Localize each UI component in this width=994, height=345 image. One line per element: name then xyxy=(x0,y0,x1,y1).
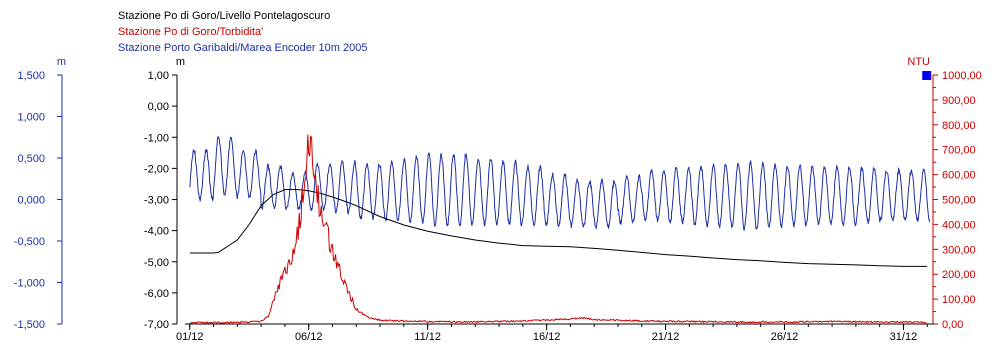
tick-label: 21/12 xyxy=(652,331,680,343)
axis-unit: m xyxy=(176,56,185,68)
tick-label: 400,00 xyxy=(942,219,976,231)
tick-label: 800,00 xyxy=(942,120,976,132)
tick-label: 16/12 xyxy=(533,331,561,343)
tick-label: 01/12 xyxy=(176,331,204,343)
tick-label: -0,500 xyxy=(14,236,45,248)
tick-label: 200,00 xyxy=(942,269,976,281)
tick-label: 500,00 xyxy=(942,195,976,207)
tick-label: 1,500 xyxy=(17,70,45,82)
legend: Stazione Po di Goro/Livello Pontelagoscu… xyxy=(118,8,367,56)
legend-item-torbidita: Stazione Po di Goro/Torbidita' xyxy=(118,26,264,38)
tick-label: -7,00 xyxy=(144,319,169,331)
legend-item-livello: Stazione Po di Goro/Livello Pontelagoscu… xyxy=(118,10,331,22)
legend-item-marea: Stazione Porto Garibaldi/Marea Encoder 1… xyxy=(118,42,368,54)
tick-label: 1,000 xyxy=(17,112,45,124)
tick-label: 900,00 xyxy=(942,95,976,107)
tick-label: 100,00 xyxy=(942,294,976,306)
series-torbidita-line xyxy=(189,134,927,325)
tick-label: 1000,00 xyxy=(942,70,982,82)
tick-label: -3,00 xyxy=(144,195,169,207)
x-axis: 01/12 06/12 11/12 16/12 21/12 26/12 31/12 xyxy=(176,323,933,343)
tick-label: -1,00 xyxy=(144,132,169,144)
tick-label: -1,000 xyxy=(14,278,45,290)
tick-label: 600,00 xyxy=(942,170,976,182)
tick-label: 06/12 xyxy=(295,331,323,343)
tick-label: -2,00 xyxy=(144,163,169,175)
tick-label: 26/12 xyxy=(771,331,799,343)
end-marker xyxy=(922,71,932,80)
tick-label: 300,00 xyxy=(942,244,976,256)
left-black-axis: m 1,00 0,00 -1,00 -2,00 -3,00 -4,00 -5,00 -6,00 -… xyxy=(144,56,185,331)
tick-label: -4,00 xyxy=(144,226,169,238)
axis-unit: NTU xyxy=(907,56,930,68)
series-livello-line xyxy=(189,189,928,267)
tick-label: 1,00 xyxy=(148,70,169,82)
series-marea-line xyxy=(189,135,931,231)
tick-label: 31/12 xyxy=(890,331,918,343)
tick-label: 0,00 xyxy=(942,319,963,331)
left-blue-axis: m 1,500 1,000 0,500 0,000 -0,500 -1,000 -1,500 xyxy=(14,56,66,331)
tick-label: 0,000 xyxy=(17,195,45,207)
tick-label: 700,00 xyxy=(942,145,976,157)
tick-label: -5,00 xyxy=(144,257,169,269)
tick-label: 0,500 xyxy=(17,153,45,165)
tick-label: -6,00 xyxy=(144,288,169,300)
tick-label: 11/12 xyxy=(414,331,441,343)
tick-label: -1,500 xyxy=(14,319,45,331)
right-red-axis: NTU 1000,00 900,00 800,00 700,00 600,00 500,00… xyxy=(907,56,981,331)
axis-unit: m xyxy=(57,56,66,68)
tick-label: 0,00 xyxy=(148,101,169,113)
series-layer xyxy=(189,71,932,325)
